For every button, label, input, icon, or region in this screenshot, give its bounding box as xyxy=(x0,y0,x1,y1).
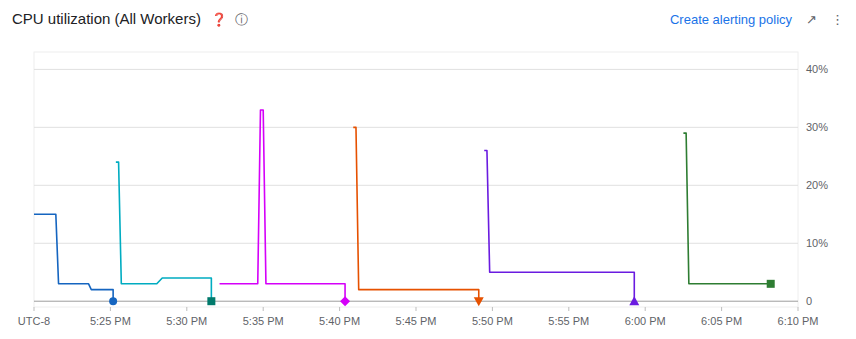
x-tick xyxy=(339,307,340,311)
x-tick-label: 5:50 PM xyxy=(472,315,513,327)
x-tick-label: UTC-8 xyxy=(18,315,50,327)
x-tick-label: 5:35 PM xyxy=(243,315,284,327)
x-tick-label: 6:05 PM xyxy=(701,315,742,327)
x-tick xyxy=(34,307,35,311)
x-tick-label: 5:45 PM xyxy=(396,315,437,327)
header-icon[interactable]: ↗ xyxy=(806,12,817,27)
end-marker xyxy=(767,280,775,288)
x-tick xyxy=(416,307,417,311)
x-tick-label: 5:30 PM xyxy=(166,315,207,327)
x-tick-label: 5:25 PM xyxy=(90,315,131,327)
alert-link[interactable]: Create alerting policy xyxy=(670,12,793,27)
x-tick-label: 6:00 PM xyxy=(625,315,666,327)
grid-line xyxy=(34,127,798,128)
x-tick xyxy=(798,307,799,311)
x-tick xyxy=(110,307,111,311)
y-axis: 0 10% 20% 30% 40% xyxy=(34,63,828,307)
x-tick xyxy=(568,307,569,311)
x-tick xyxy=(492,307,493,311)
x-tick xyxy=(721,307,722,311)
x-tick-label: 5:40 PM xyxy=(319,315,360,327)
x-tick xyxy=(645,307,646,311)
grid-line xyxy=(34,301,798,302)
x-tick xyxy=(186,307,187,311)
series-line xyxy=(116,162,212,301)
series-line xyxy=(484,151,634,302)
end-marker xyxy=(207,297,215,305)
y-tick-label: 40% xyxy=(806,63,828,75)
series-line xyxy=(34,214,113,301)
x-axis: UTC-8 5:25 PM 5:30 PM 5:35 PM 5:40 PM 5:45 PM… xyxy=(18,307,819,327)
end-marker xyxy=(474,297,484,306)
y-tick-label: 0 xyxy=(806,295,812,307)
end-marker xyxy=(109,297,117,305)
series-line xyxy=(353,127,479,301)
grid-line xyxy=(34,69,798,70)
end-marker xyxy=(340,296,350,306)
grid-line xyxy=(34,243,798,244)
header: CPU utilization (All Workers) ❓ ⓘ ⋮ ↗ Create … xyxy=(12,10,844,27)
grid-line xyxy=(34,185,798,186)
y-tick-label: 30% xyxy=(806,121,828,133)
plot-frame xyxy=(34,52,798,307)
series-line xyxy=(220,110,346,301)
x-tick-label: 5:55 PM xyxy=(548,315,589,327)
series-line xyxy=(683,133,770,284)
x-tick xyxy=(263,307,264,311)
title: CPU utilization (All Workers) xyxy=(12,10,201,27)
x-tick-label: 6:10 PM xyxy=(778,315,819,327)
chart: CPU utilization (All Workers) ❓ ⓘ ⋮ ↗ Create … xyxy=(0,0,856,339)
y-tick-label: 10% xyxy=(806,237,828,249)
header-icon[interactable]: ⋮ xyxy=(831,12,844,27)
header-icon[interactable]: ⓘ xyxy=(235,12,248,27)
header-icon[interactable]: ❓ xyxy=(211,12,227,27)
y-tick-label: 20% xyxy=(806,179,828,191)
end-marker xyxy=(629,296,639,305)
plot-area xyxy=(34,110,775,306)
